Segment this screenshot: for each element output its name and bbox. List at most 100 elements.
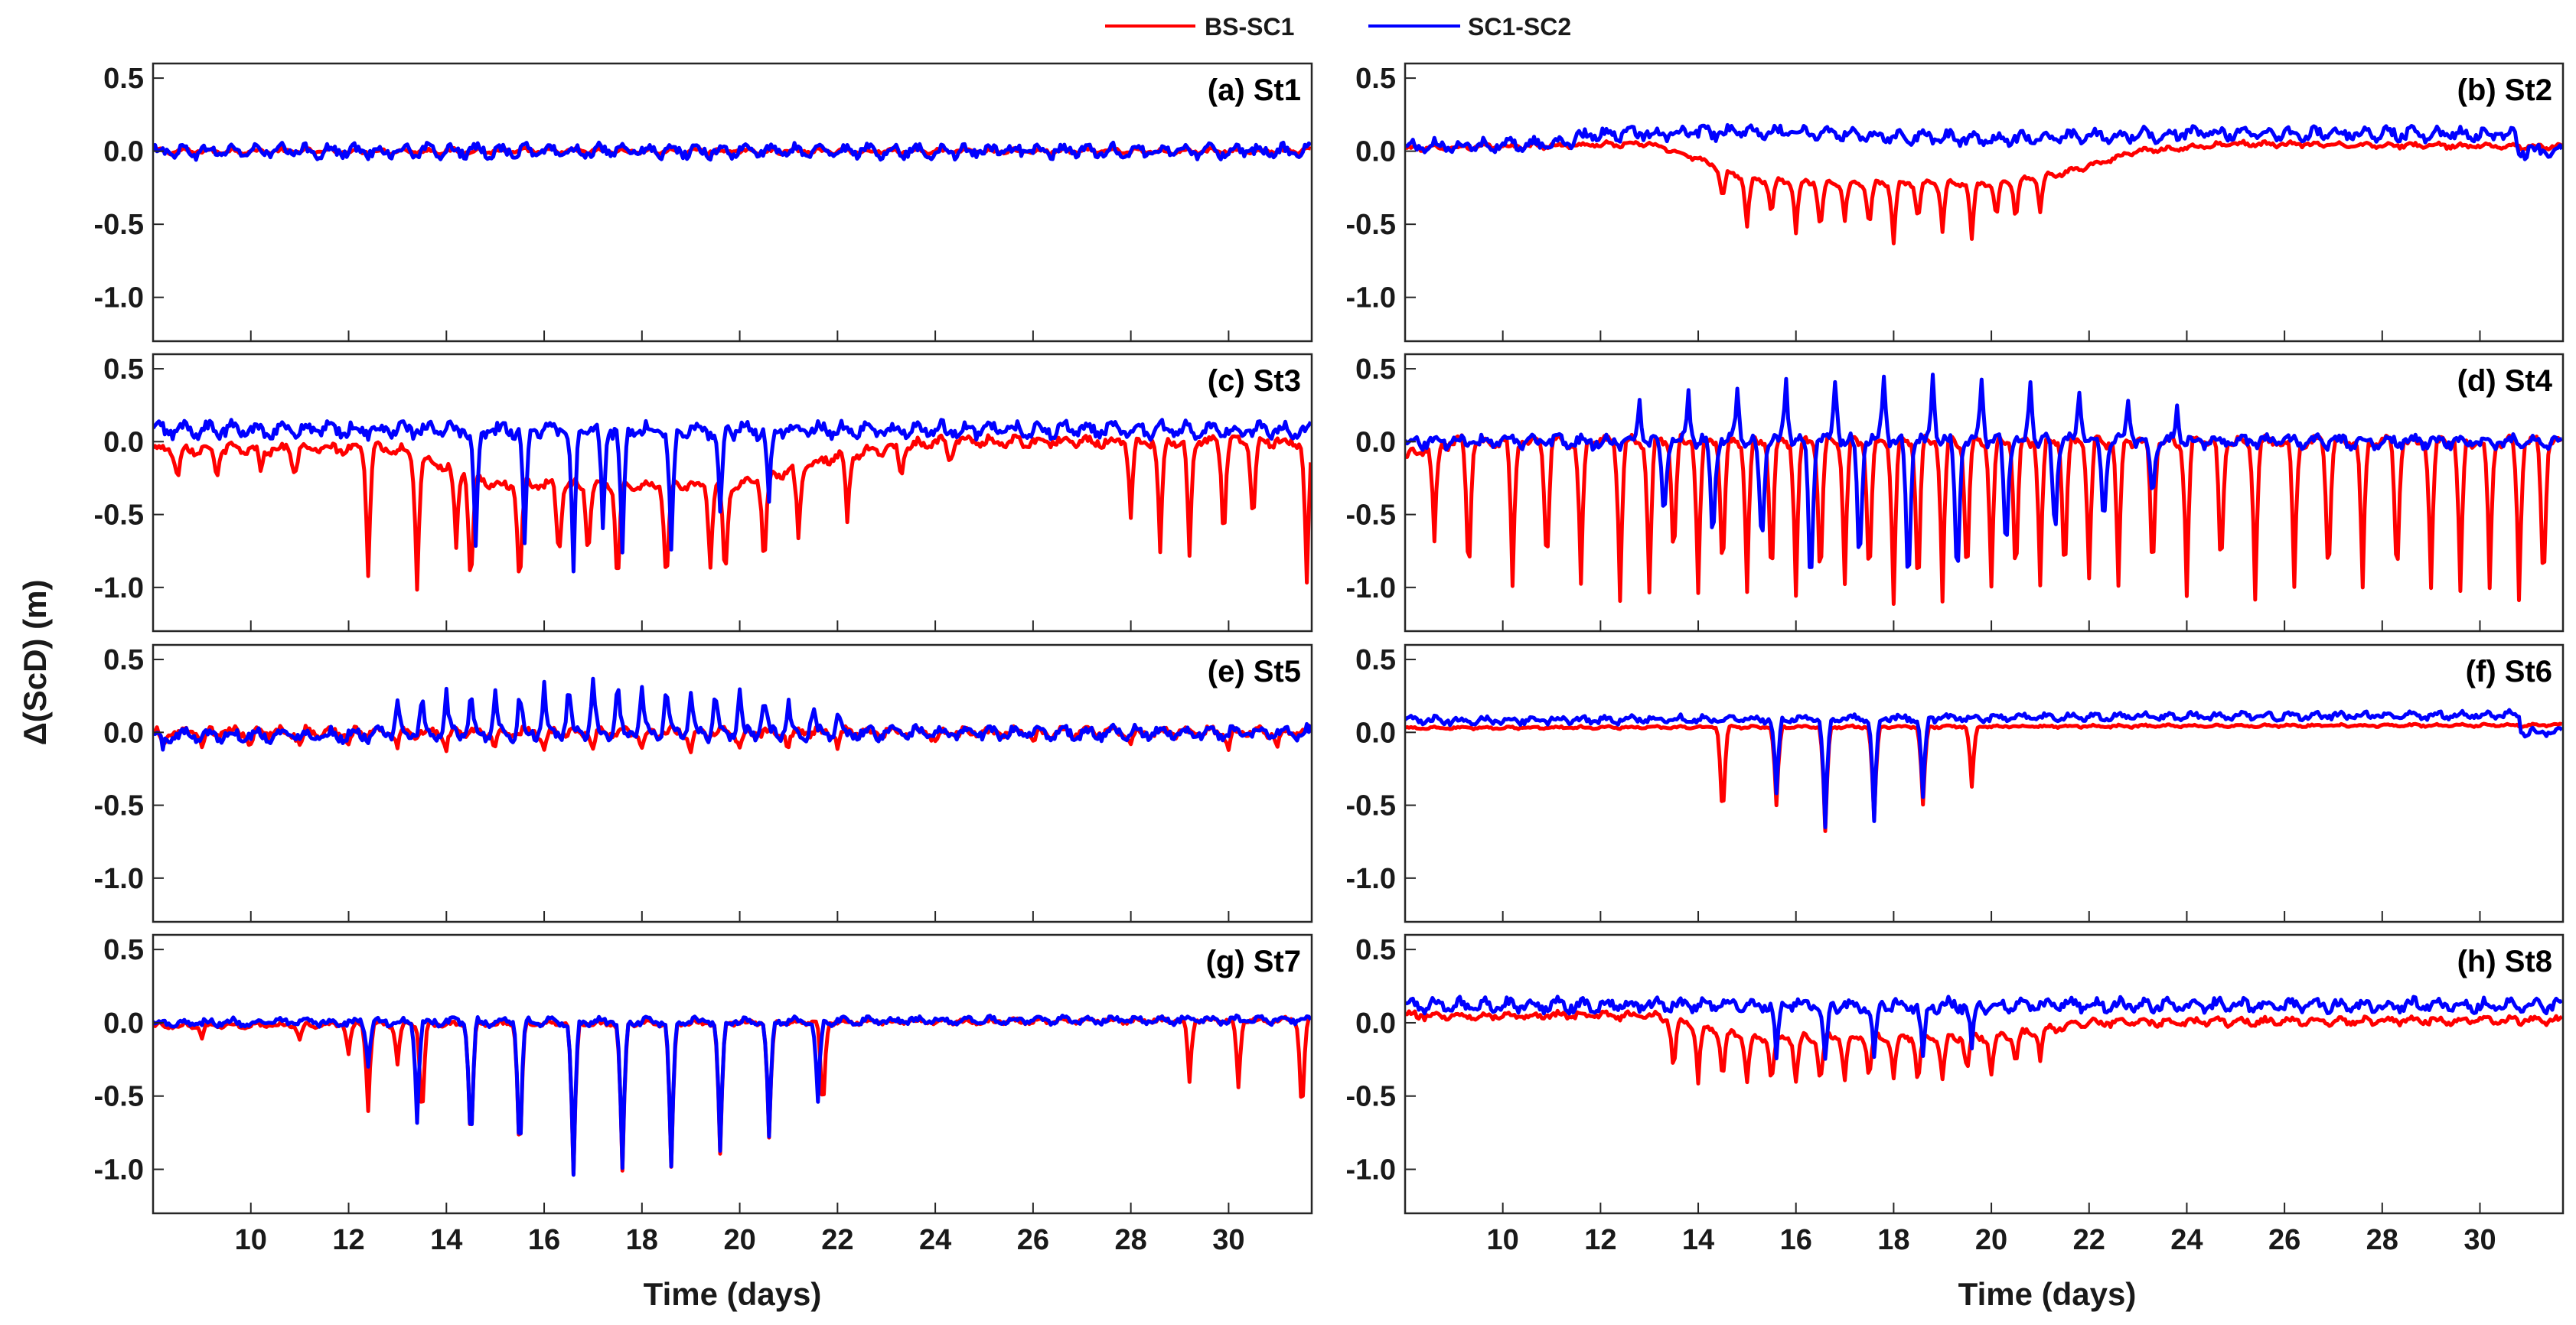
panel-label: (h) St8 <box>2457 945 2552 978</box>
series-line-sc1-sc2 <box>153 676 1312 752</box>
panel-d-st4: 0.5 0.0 -0.5 -1.0 (d) St4 <box>1346 353 2565 633</box>
y-tick-label: -1.0 <box>94 1154 144 1187</box>
y-tick-label: -0.5 <box>94 209 144 241</box>
y-tick-label: 0.0 <box>1355 136 1396 168</box>
panel-label: (b) St2 <box>2457 73 2552 107</box>
series-group <box>153 140 1312 162</box>
y-tick-label: 0.0 <box>1355 717 1396 749</box>
x-tick-label: 28 <box>1114 1224 1146 1256</box>
x-tick-label: 16 <box>528 1224 560 1256</box>
series-line-sc1-sc2 <box>1405 708 2563 829</box>
panel-label: (d) St4 <box>2457 364 2553 398</box>
axes-frame <box>1404 62 2565 343</box>
panel-g-st7: 0.5 0.0 -0.5 -1.0 10 12 14 16 18 20 22 24 26 28 30 (g) … <box>94 933 1313 1256</box>
axes-frame <box>152 353 1313 633</box>
x-tick-label: 30 <box>2464 1224 2496 1256</box>
series-line-bs-sc1 <box>153 1014 1312 1177</box>
legend-label-bs-sc1: BS-SC1 <box>1205 13 1294 41</box>
y-axis-label: Δ(ScD) (m) <box>17 580 53 746</box>
x-tick-label: 20 <box>1975 1224 2007 1256</box>
series-line-bs-sc1 <box>1405 1008 2563 1086</box>
y-tick-label: -0.5 <box>94 1081 144 1113</box>
y-tick-label: -0.5 <box>1346 500 1396 532</box>
axes-frame <box>152 62 1313 343</box>
y-tick-label: 0.5 <box>103 644 144 676</box>
y-tick-label: -1.0 <box>94 282 144 314</box>
x-tick-label: 22 <box>821 1224 853 1256</box>
x-tick-label: 10 <box>235 1224 267 1256</box>
y-tick-label: 0.5 <box>1355 353 1396 386</box>
axes-frame <box>1404 353 2565 633</box>
y-tick-label: 0.5 <box>1355 644 1396 676</box>
y-tick-label: -0.5 <box>1346 1081 1396 1113</box>
x-tick-label: 24 <box>919 1224 951 1256</box>
x-tick-label: 30 <box>1212 1224 1244 1256</box>
axes-frame <box>1404 933 2565 1215</box>
series-line-bs-sc1 <box>1405 138 2563 246</box>
panel-a-st1: 0.5 0.0 -0.5 -1.0 (a) St1 <box>94 62 1313 343</box>
series-group <box>1405 373 2563 606</box>
axes-frame <box>1404 643 2565 923</box>
x-tick-label: 26 <box>1017 1224 1049 1256</box>
x-tick-label: 18 <box>1877 1224 1909 1256</box>
panel-label: (a) St1 <box>1208 73 1301 107</box>
legend-label-sc1-sc2: SC1-SC2 <box>1468 13 1571 41</box>
series-line-sc1-sc2 <box>1405 122 2563 161</box>
y-tick-label: 0.5 <box>1355 63 1396 95</box>
y-tick-label: -1.0 <box>1346 863 1396 895</box>
panel-c-st3: 0.5 0.0 -0.5 -1.0 (c) St3 <box>94 353 1313 633</box>
panel-b-st2: 0.5 0.0 -0.5 -1.0 (b) St2 <box>1346 62 2565 343</box>
y-tick-label: -0.5 <box>94 790 144 822</box>
axes-frame <box>152 643 1313 923</box>
y-tick-label: -1.0 <box>1346 282 1396 314</box>
series-line-sc1-sc2 <box>1405 373 2563 569</box>
x-tick-label: 28 <box>2366 1224 2398 1256</box>
panel-label: (c) St3 <box>1208 364 1301 398</box>
x-tick-label: 16 <box>1780 1224 1812 1256</box>
x-axis-label-left: Time (days) <box>644 1276 822 1312</box>
x-tick-label: 10 <box>1487 1224 1519 1256</box>
panel-label: (g) St7 <box>1206 945 1301 978</box>
series-line-bs-sc1 <box>1405 721 2563 833</box>
x-tick-label: 18 <box>626 1224 658 1256</box>
x-tick-label: 12 <box>332 1224 364 1256</box>
x-tick-label: 20 <box>723 1224 755 1256</box>
y-tick-label: 0.5 <box>103 934 144 966</box>
series-line-sc1-sc2 <box>1405 995 2563 1061</box>
panel-label: (e) St5 <box>1208 655 1301 689</box>
series-line-sc1-sc2 <box>153 1013 1312 1177</box>
panel-label: (f) St6 <box>2466 655 2552 689</box>
y-tick-label: 0.5 <box>103 63 144 95</box>
series-line-sc1-sc2 <box>153 418 1312 574</box>
x-tick-label: 24 <box>2170 1224 2203 1256</box>
series-group <box>153 676 1312 754</box>
x-axis-label-right: Time (days) <box>1958 1276 2137 1312</box>
series-group <box>1405 995 2563 1086</box>
series-group <box>153 1013 1312 1177</box>
y-tick-label: -1.0 <box>94 572 144 604</box>
panel-f-st6: 0.5 0.0 -0.5 -1.0 (f) St6 <box>1346 643 2565 923</box>
series-line-bs-sc1 <box>153 433 1312 592</box>
y-tick-label: -1.0 <box>94 863 144 895</box>
y-tick-label: -1.0 <box>1346 1154 1396 1187</box>
x-tick-label: 26 <box>2268 1224 2300 1256</box>
y-tick-label: 0.0 <box>1355 426 1396 458</box>
y-tick-label: 0.5 <box>103 353 144 386</box>
series-group <box>1405 708 2563 833</box>
x-tick-label: 12 <box>1584 1224 1616 1256</box>
legend: BS-SC1 SC1-SC2 <box>1105 13 1571 41</box>
x-tick-label: 22 <box>2073 1224 2105 1256</box>
y-tick-label: 0.5 <box>1355 934 1396 966</box>
y-tick-label: -0.5 <box>1346 790 1396 822</box>
axes-frame <box>152 933 1313 1215</box>
y-tick-label: 0.0 <box>103 136 144 168</box>
panels: 0.5 0.0 -0.5 -1.0 (a) St1 0.5 0.0 -0.5 -1.0 (b) S… <box>94 62 2565 1256</box>
y-tick-label: -0.5 <box>94 500 144 532</box>
x-tick-label: 14 <box>1682 1224 1714 1256</box>
x-tick-label: 14 <box>430 1224 462 1256</box>
y-tick-label: 0.0 <box>103 717 144 749</box>
y-tick-label: -0.5 <box>1346 209 1396 241</box>
y-tick-label: -1.0 <box>1346 572 1396 604</box>
series-group <box>153 418 1312 592</box>
